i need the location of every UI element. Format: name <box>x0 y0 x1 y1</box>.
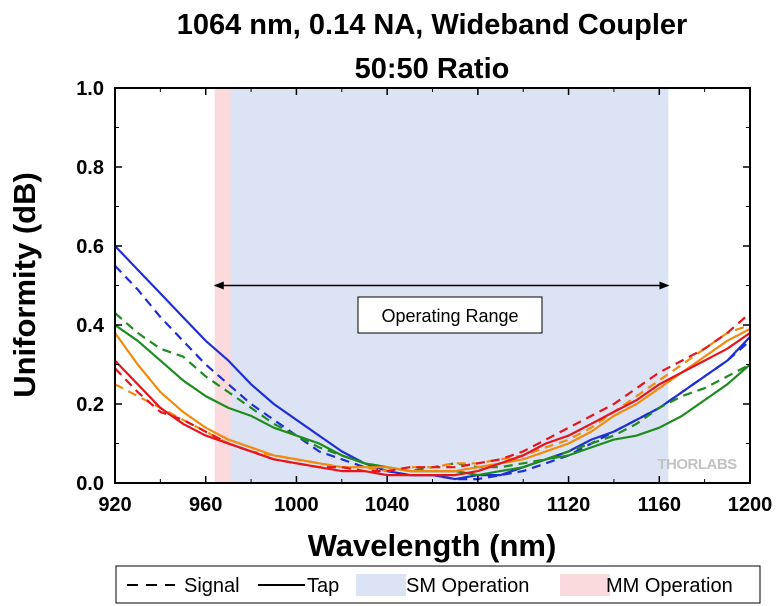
y-tick-label: 0.4 <box>76 315 105 337</box>
x-tick-label: 1080 <box>456 494 501 516</box>
legend-tap-label: Tap <box>307 575 339 597</box>
y-tick-label: 0.6 <box>76 236 104 258</box>
y-axis: 0.0 0.2 0.4 0.6 0.8 1.0 <box>76 78 750 495</box>
legend-signal-label: Signal <box>184 575 240 597</box>
chart-subtitle: 50:50 Ratio <box>355 53 510 85</box>
operating-range-annotation: Operating Range <box>213 281 670 334</box>
x-tick-label: 920 <box>98 494 131 516</box>
y-tick-label: 0.8 <box>76 157 104 179</box>
operating-range-box <box>357 296 543 334</box>
x-tick-label: 1120 <box>547 494 590 516</box>
y-tick-label: 0.0 <box>76 473 104 495</box>
watermark-logo: THORLABS <box>657 456 737 473</box>
x-axis-label: Wavelength (nm) <box>308 528 557 563</box>
legend-box <box>115 565 761 604</box>
legend-mm-label: MM Operation <box>606 575 733 597</box>
operating-range-label: Operating Range <box>381 306 518 326</box>
series-line-6-solid <box>115 331 750 477</box>
series-lines <box>115 245 750 481</box>
legend-sm-swatch <box>356 574 406 596</box>
x-tick-label: 1040 <box>365 494 410 516</box>
chart-title: 1064 nm, 0.14 NA, Wideband Coupler <box>177 9 688 41</box>
legend: Signal Tap SM Operation MM Operation <box>115 565 761 604</box>
series-line-4-solid <box>115 327 750 473</box>
y-axis-label: Uniformity (dB) <box>7 172 42 398</box>
series-line-7-dashed <box>115 312 750 473</box>
y-tick-label: 1.0 <box>76 78 104 100</box>
x-tick-label: 1000 <box>274 494 319 516</box>
x-axis: 920 960 1000 1040 1080 1120 1160 1200 <box>98 88 772 516</box>
x-tick-label: 1160 <box>638 494 681 516</box>
legend-mm-swatch <box>560 574 610 596</box>
x-tick-label: 1200 <box>728 494 773 516</box>
y-tick-label: 0.2 <box>76 394 104 416</box>
legend-sm-label: SM Operation <box>406 575 529 597</box>
x-tick-label: 960 <box>189 494 222 516</box>
